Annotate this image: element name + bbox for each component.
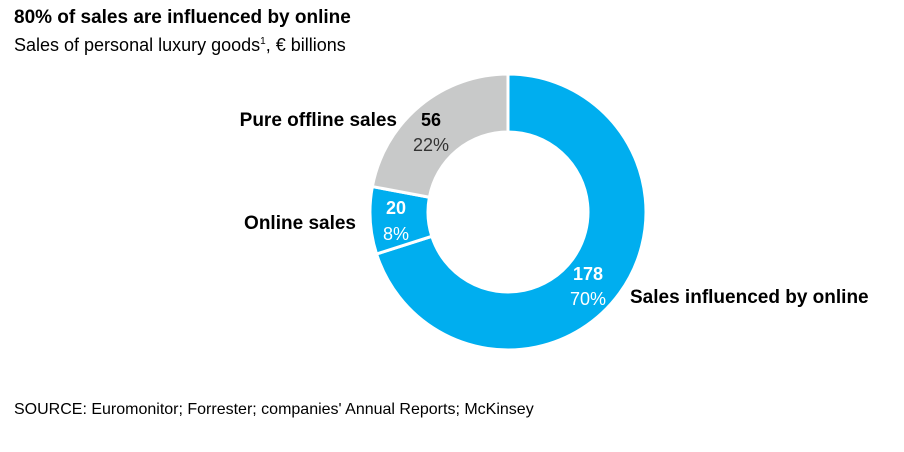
donut-slices: [368, 72, 648, 352]
slice-value-pure-offline-sales: 56: [421, 110, 441, 130]
slice-percent-pure-offline-sales: 22%: [413, 135, 449, 155]
subtitle-text: Sales of personal luxury goods: [14, 35, 261, 55]
slice-percent-online-sales: 8%: [383, 224, 409, 244]
donut-slice-sales-influenced-by-online: [374, 72, 648, 352]
chart-subtitle: Sales of personal luxury goods1, € billi…: [14, 35, 346, 56]
donut-slice-pure-offline-sales: [370, 72, 510, 199]
slice-value-sales-influenced-by-online: 178: [573, 264, 603, 284]
slice-value-online-sales: 20: [386, 198, 406, 218]
subtitle-unit: , € billions: [265, 35, 346, 55]
source-note: SOURCE: Euromonitor; Forrester; companie…: [14, 401, 534, 418]
slice-percent-sales-influenced-by-online: 70%: [570, 289, 606, 309]
slice-label-online-sales: Online sales: [244, 213, 356, 234]
donut-labels: Sales influenced by online 178 70% Online s…: [240, 110, 869, 309]
chart-title: 80% of sales are influenced by online: [14, 7, 351, 28]
slice-label-pure-offline-sales: Pure offline sales: [240, 110, 397, 131]
subtitle-footnote-marker: 1: [260, 36, 266, 47]
slice-label-sales-influenced-by-online: Sales influenced by online: [630, 287, 869, 308]
